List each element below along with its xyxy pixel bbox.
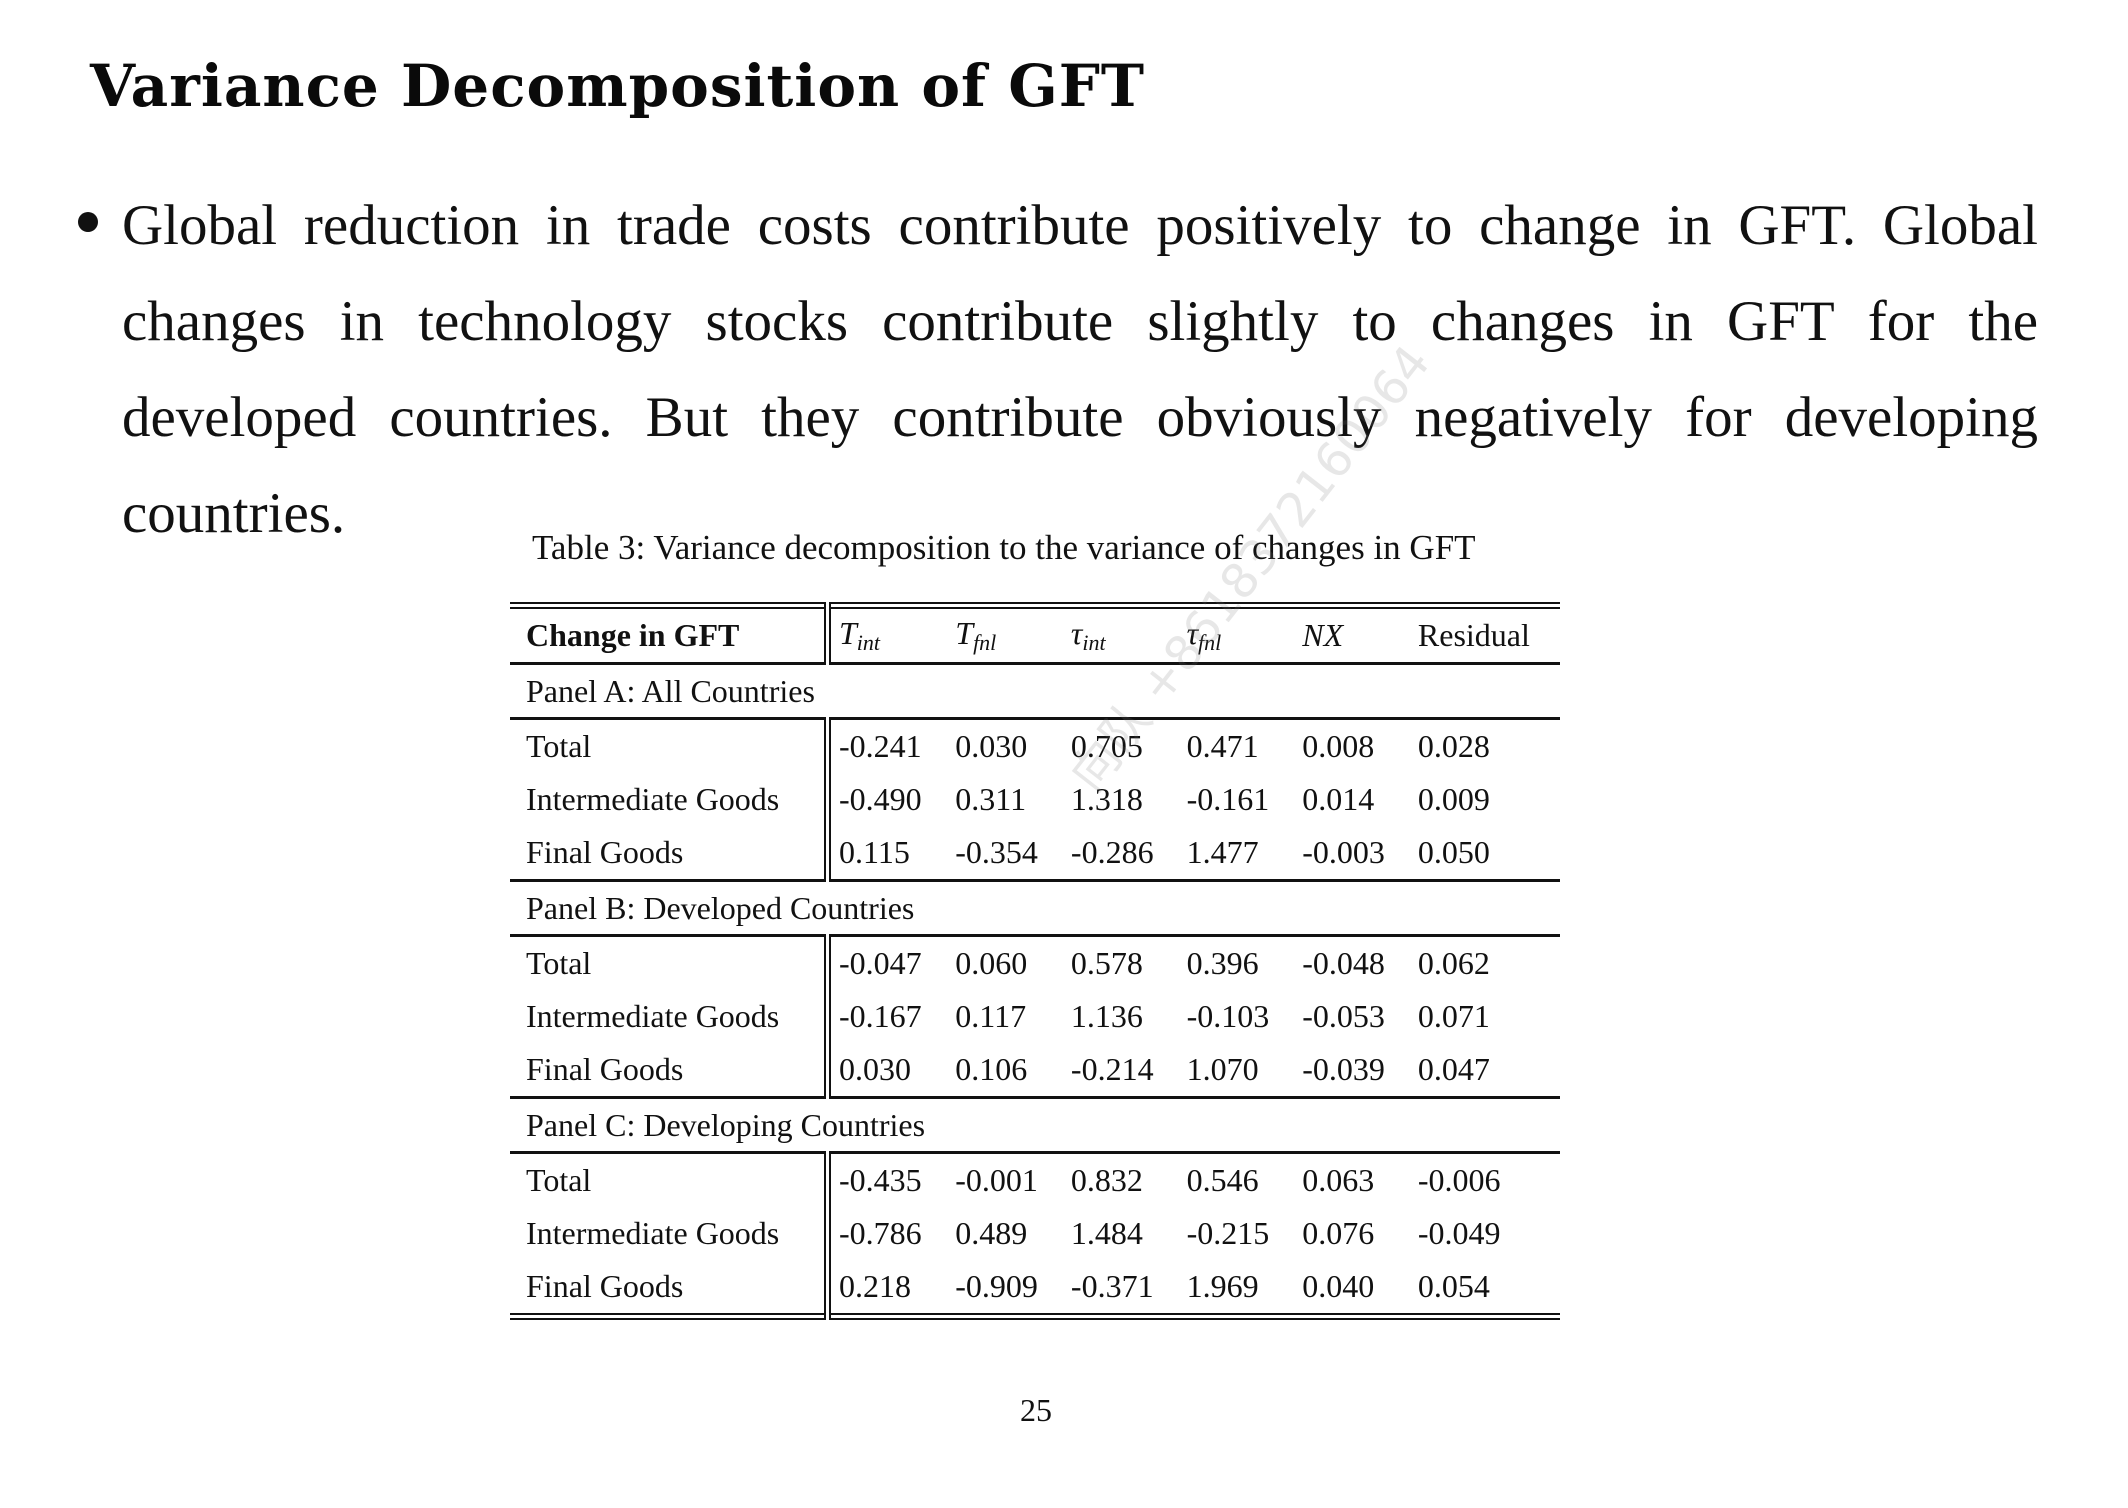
- table-cell: 0.076: [1302, 1215, 1375, 1251]
- row-label: Total: [510, 718, 831, 773]
- panel-row: Panel C: Developing Countries: [510, 1097, 1560, 1154]
- header-col: Residual: [1417, 617, 1530, 653]
- table-cell: 0.106: [947, 1043, 1063, 1099]
- table-cell: 0.028: [1417, 728, 1490, 764]
- table-cell: 1.318: [1070, 781, 1143, 817]
- table-row: Intermediate Goods -0.490 0.311 1.318 -0.161…: [510, 773, 1560, 826]
- table-cell: 0.117: [955, 998, 1027, 1034]
- table-cell: -0.048: [1302, 945, 1385, 981]
- table-cell: 0.030: [955, 728, 1028, 764]
- table-cell: 1.484: [1070, 1215, 1143, 1251]
- header-col: τfnl: [1186, 615, 1222, 655]
- table-cell: 0.050: [1409, 826, 1560, 882]
- row-label: Intermediate Goods: [510, 1207, 831, 1260]
- table-cell: 0.705: [1070, 728, 1143, 764]
- table-cell: 0.063: [1302, 1162, 1375, 1198]
- table-cell: -0.435: [839, 1162, 922, 1198]
- table-cell: -0.214: [1062, 1043, 1179, 1099]
- page-number: 25: [1020, 1392, 1052, 1428]
- slide-heading: Variance Decomposition of GFT: [90, 52, 1146, 120]
- table-cell: 1.070: [1178, 1043, 1295, 1099]
- row-label: Final Goods: [510, 1260, 831, 1317]
- table-cell: -0.215: [1186, 1215, 1270, 1251]
- row-label: Final Goods: [510, 1043, 831, 1099]
- header-col: τint: [1070, 615, 1106, 655]
- table-cell: -0.354: [947, 826, 1063, 882]
- table-cell: 0.489: [955, 1215, 1028, 1251]
- table-cell: 0.014: [1302, 781, 1375, 817]
- row-label: Intermediate Goods: [510, 773, 831, 826]
- table-row: Final Goods 0.115 -0.354 -0.286 1.477 -0.003 0…: [510, 826, 1560, 882]
- table-cell: -0.286: [1062, 826, 1179, 882]
- table-cell: -0.047: [839, 945, 922, 981]
- panel-title: Panel A: All Countries: [510, 663, 1560, 720]
- table-cell: 0.546: [1186, 1162, 1259, 1198]
- table-cell: 0.071: [1417, 998, 1490, 1034]
- table-cell: -0.006: [1417, 1162, 1501, 1198]
- table-cell: -0.909: [955, 1268, 1038, 1304]
- bullet-text: Global reduction in trade costs contribu…: [122, 194, 2038, 545]
- panel-row: Panel B: Developed Countries: [510, 880, 1560, 937]
- row-label: Total: [510, 935, 831, 990]
- table-cell: -0.371: [1070, 1268, 1154, 1304]
- table-cell: -0.161: [1186, 781, 1270, 817]
- variance-decomposition-table: Change in GFT Tint Tfnl τint τfnl NX Res…: [510, 602, 1560, 1320]
- table-cell: -0.103: [1186, 998, 1270, 1034]
- table-cell: 0.578: [1070, 945, 1143, 981]
- panel-title: Panel C: Developing Countries: [510, 1097, 1560, 1154]
- table-cell: -0.167: [839, 998, 922, 1034]
- table-cell: -0.049: [1417, 1215, 1501, 1251]
- table-cell: 0.471: [1186, 728, 1259, 764]
- header-col: NX: [1302, 617, 1344, 653]
- table-cell: 1.477: [1178, 826, 1295, 882]
- table-cell: -0.003: [1294, 826, 1410, 882]
- header-col: Tfnl: [955, 615, 997, 655]
- row-label: Intermediate Goods: [510, 990, 831, 1043]
- table-cell: -0.001: [955, 1162, 1038, 1198]
- panel-row: Panel A: All Countries: [510, 663, 1560, 720]
- table-row: Final Goods 0.030 0.106 -0.214 1.070 -0.039 0.…: [510, 1043, 1560, 1099]
- table-cell: -0.241: [839, 728, 922, 764]
- table-cell: 0.030: [827, 1043, 948, 1099]
- table-cell: 0.311: [955, 781, 1027, 817]
- table-cell: -0.490: [839, 781, 922, 817]
- table-row: Intermediate Goods -0.167 0.117 1.136 -0.103…: [510, 990, 1560, 1043]
- table-cell: 0.396: [1186, 945, 1259, 981]
- table-row: Total -0.435 -0.001 0.832 0.546 0.063 -0.006: [510, 1152, 1560, 1207]
- table-row: Total -0.047 0.060 0.578 0.396 -0.048 0.062: [510, 935, 1560, 990]
- table-cell: 0.218: [839, 1268, 911, 1304]
- table-cell: 0.040: [1302, 1268, 1375, 1304]
- table-row: Total -0.241 0.030 0.705 0.471 0.008 0.028: [510, 718, 1560, 773]
- table-cell: -0.786: [839, 1215, 922, 1251]
- table-cell: 1.969: [1186, 1268, 1259, 1304]
- row-label: Final Goods: [510, 826, 831, 882]
- table-cell: 0.009: [1417, 781, 1490, 817]
- table-cell: 1.136: [1070, 998, 1143, 1034]
- table-cell: -0.053: [1302, 998, 1385, 1034]
- table-cell: 0.832: [1070, 1162, 1143, 1198]
- table-cell: 0.060: [955, 945, 1028, 981]
- table-row: Final Goods 0.218 -0.909 -0.371 1.969 0.040 0.…: [510, 1260, 1560, 1317]
- table-cell: 0.054: [1417, 1268, 1490, 1304]
- table-caption: Table 3: Variance decomposition to the v…: [532, 528, 1476, 567]
- table-cell: 0.115: [827, 826, 948, 882]
- header-col: Tint: [839, 615, 881, 655]
- bullet-point: Global reduction in trade costs contribu…: [78, 178, 2038, 562]
- table-header-row: Change in GFT Tint Tfnl τint τfnl NX Res…: [510, 605, 1560, 664]
- panel-title: Panel B: Developed Countries: [510, 880, 1560, 937]
- bullet-icon: [78, 212, 98, 232]
- table-row: Intermediate Goods -0.786 0.489 1.484 -0.215…: [510, 1207, 1560, 1260]
- table-cell: 0.047: [1409, 1043, 1560, 1099]
- header-label: Change in GFT: [510, 605, 831, 664]
- table-cell: 0.062: [1417, 945, 1490, 981]
- table-cell: 0.008: [1302, 728, 1375, 764]
- table-cell: -0.039: [1294, 1043, 1410, 1099]
- row-label: Total: [510, 1152, 831, 1207]
